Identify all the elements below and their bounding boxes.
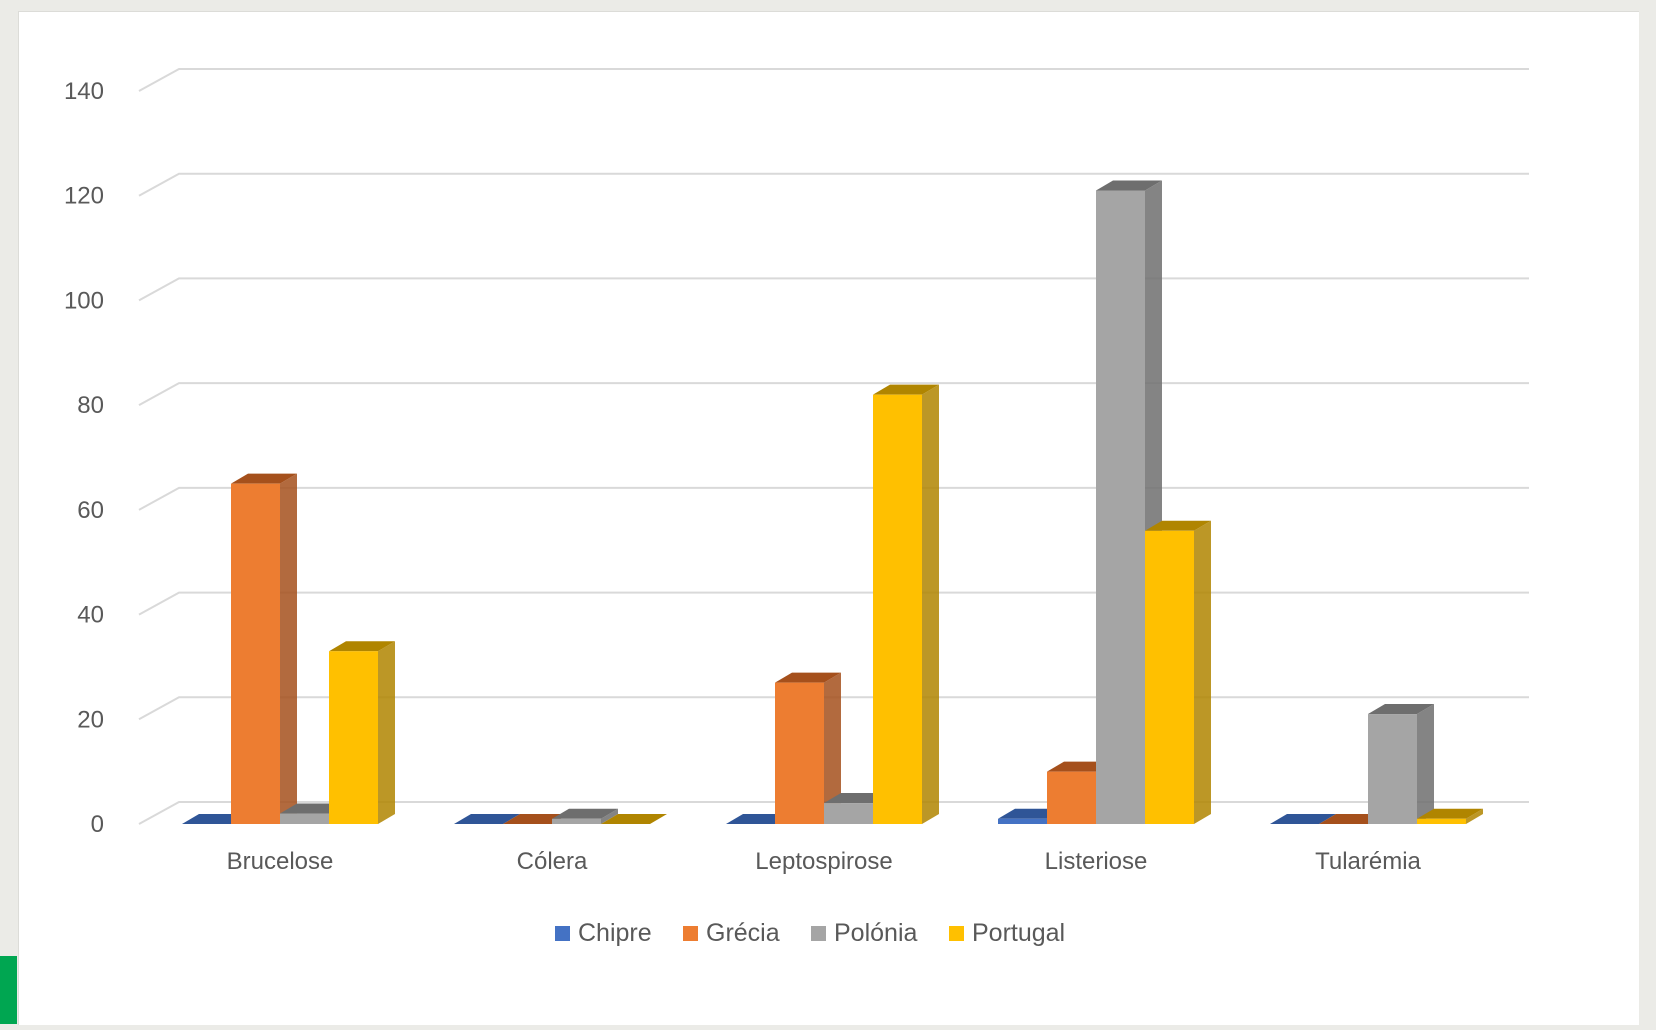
gridline	[138, 486, 1529, 511]
x-axis-ticks: Brucelose Cólera Leptospirose Listeriose Tul…	[227, 848, 1422, 875]
bar-top-face	[231, 473, 297, 484]
bar-side-face	[1417, 704, 1434, 824]
bar-front-face	[873, 394, 922, 824]
bar-top-face	[552, 808, 618, 819]
bar-polónia-3	[1096, 180, 1162, 824]
bar-portugal-1	[601, 814, 667, 824]
bar-front-face	[998, 818, 1047, 824]
bar-side-face	[824, 672, 841, 824]
bar-portugal-2	[873, 384, 939, 824]
legend-item-portugal: Portugal	[949, 919, 1065, 947]
bar-chart: 0 20 40 60 80 100 120 140 Brucelose Cólera Leptos…	[64, 68, 1529, 947]
gridline	[138, 277, 1529, 302]
bar-front-face	[824, 803, 873, 824]
legend-label: Polónia	[834, 919, 917, 947]
bar-front-face	[1145, 530, 1194, 824]
bar-top-face	[1270, 814, 1336, 824]
legend-label: Portugal	[972, 919, 1065, 947]
legend-swatch	[683, 926, 698, 941]
bar-chipre-4	[1270, 814, 1336, 824]
bar-side-face	[922, 384, 939, 824]
legend-label: Chipre	[578, 919, 652, 947]
bar-top-face	[873, 384, 939, 395]
bar-portugal-0	[329, 641, 395, 824]
bar-top-face	[1417, 808, 1483, 819]
x-tick-label: Listeriose	[1045, 848, 1148, 875]
bar-front-face	[1047, 771, 1096, 824]
bar-grécia-0	[231, 473, 297, 824]
legend-item-chipre: Chipre	[555, 919, 652, 947]
bar-front-face	[231, 483, 280, 824]
bar-side-face	[1194, 520, 1211, 824]
bar-portugal-3	[1145, 520, 1211, 824]
bars	[182, 180, 1483, 824]
bar-top-face	[775, 672, 841, 683]
legend-swatch	[949, 926, 964, 941]
y-tick-label: 120	[64, 183, 104, 210]
gridline	[138, 172, 1529, 197]
bar-top-face	[1368, 704, 1434, 715]
bar-side-face	[280, 473, 297, 824]
bar-side-face	[378, 641, 395, 824]
y-tick-label: 0	[91, 811, 104, 838]
legend-swatch	[555, 926, 570, 941]
gridline	[138, 696, 1529, 721]
y-axis-ticks: 0 20 40 60 80 100 120 140	[64, 78, 104, 838]
bar-side-face	[1466, 808, 1483, 824]
gridline	[138, 382, 1529, 407]
bar-top-face	[329, 641, 395, 652]
x-tick-label: Leptospirose	[755, 848, 892, 875]
bar-front-face	[552, 818, 601, 824]
x-tick-label: Tularémia	[1315, 848, 1421, 875]
bar-front-face	[1096, 190, 1145, 824]
bar-front-face	[775, 682, 824, 824]
x-tick-label: Cólera	[517, 848, 588, 875]
y-tick-label: 100	[64, 287, 104, 314]
gridline	[138, 68, 1529, 92]
bar-side-face	[601, 808, 618, 824]
legend-swatch	[811, 926, 826, 941]
y-tick-label: 80	[77, 392, 104, 419]
x-tick-label: Brucelose	[227, 848, 334, 875]
bar-front-face	[1417, 818, 1466, 824]
legend: Chipre Grécia Polónia Portugal	[555, 919, 1065, 947]
bar-top-face	[454, 814, 520, 824]
bar-chipre-1	[454, 814, 520, 824]
y-tick-label: 60	[77, 497, 104, 524]
legend-label: Grécia	[706, 919, 780, 947]
y-tick-label: 140	[64, 78, 104, 105]
bar-top-face	[601, 814, 667, 824]
bar-front-face	[280, 813, 329, 824]
bar-front-face	[1368, 714, 1417, 824]
bar-top-face	[1096, 180, 1162, 191]
chart-panel: 0 20 40 60 80 100 120 140 Brucelose Cólera Leptos…	[18, 11, 1639, 1025]
bar-front-face	[329, 651, 378, 824]
side-accent-strip	[0, 956, 17, 1024]
y-tick-label: 20	[77, 706, 104, 733]
gridlines	[138, 68, 1529, 825]
bar-polónia-4	[1368, 704, 1434, 824]
bar-top-face	[1145, 520, 1211, 531]
legend-item-grécia: Grécia	[683, 919, 780, 947]
legend-item-polónia: Polónia	[811, 919, 917, 947]
gridline	[138, 591, 1529, 616]
bar-grécia-2	[775, 672, 841, 824]
y-tick-label: 40	[77, 602, 104, 629]
bar-polónia-1	[552, 808, 618, 824]
bar-portugal-4	[1417, 808, 1483, 824]
